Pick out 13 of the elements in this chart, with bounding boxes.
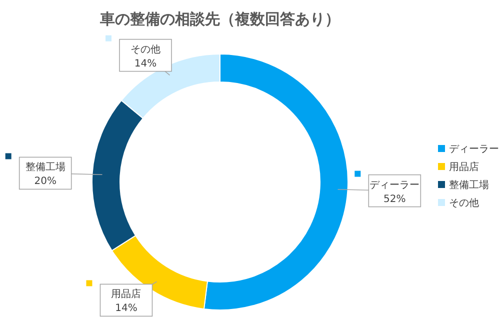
- data-label: 14%: [134, 58, 157, 70]
- slice-label: ディーラー: [370, 180, 420, 191]
- slice-label: 用品店: [111, 288, 142, 300]
- legend-label: ディーラー: [449, 144, 499, 155]
- chart-title: 車の整備の相談先（複数回答あり）: [99, 10, 340, 28]
- slice-label: 整備工場: [25, 161, 66, 174]
- data-label: 20%: [34, 176, 56, 188]
- data-label: 52%: [384, 194, 406, 205]
- legend-label: 用品店: [449, 161, 479, 173]
- legend-label: 整備工場: [449, 179, 489, 191]
- data-label: 14%: [115, 303, 138, 314]
- legend-label: その他: [449, 197, 479, 209]
- slice-label: その他: [130, 43, 160, 56]
